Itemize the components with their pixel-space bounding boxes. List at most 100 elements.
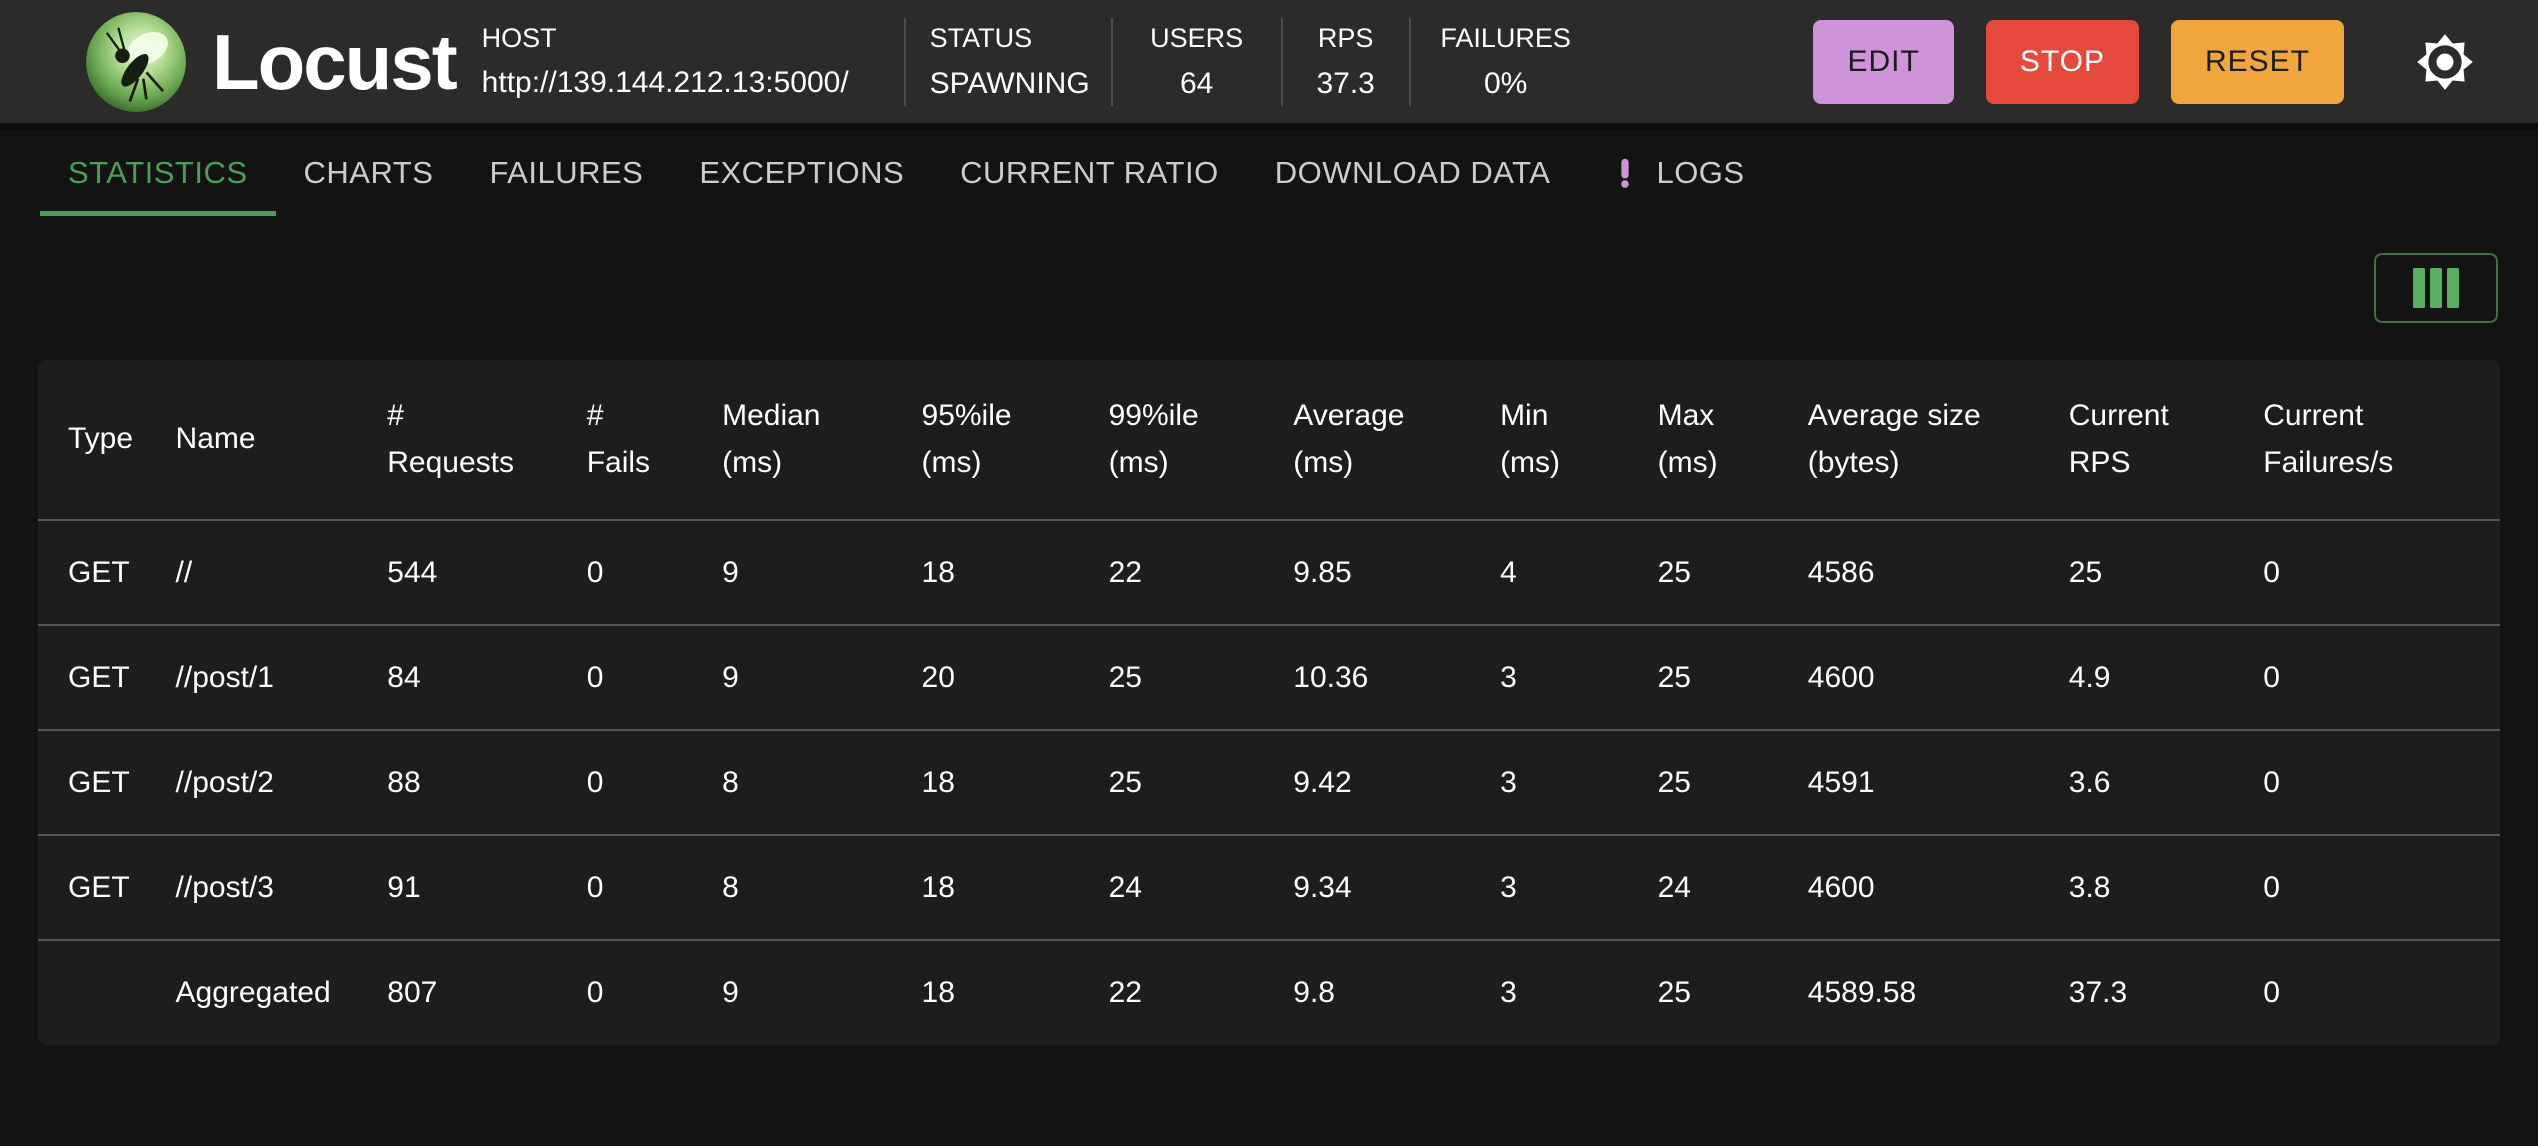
header-divider: [1408, 17, 1411, 106]
tab-exceptions[interactable]: EXCEPTIONS: [671, 130, 932, 216]
app-header: Locust HOST http://139.144.212.13:5000/ …: [0, 0, 2538, 130]
column-header-average-ms[interactable]: Average (ms): [1281, 360, 1488, 520]
tab-label: EXCEPTIONS: [699, 155, 905, 190]
tab-download-data[interactable]: DOWNLOAD DATA: [1247, 130, 1579, 216]
edit-button[interactable]: EDIT: [1813, 19, 1954, 104]
column-label-line1: 99%ile: [1108, 399, 1199, 432]
cell-r1-c5: 20: [909, 624, 1097, 730]
cell-r0-c4: 9: [710, 519, 910, 625]
table-header-row: Type Name # Requests # Fails Median (ms) 95%ile (…: [38, 360, 2500, 520]
column-label-line1: Min: [1500, 399, 1549, 432]
cell-r4-c1: Aggregated: [163, 939, 376, 1045]
tab-current-ratio[interactable]: CURRENT RATIO: [932, 130, 1247, 216]
tab-charts[interactable]: CHARTS: [276, 130, 462, 216]
cell-r0-c9: 25: [1645, 519, 1796, 625]
table-row: GET//post/1 84 0 9 20 25 10.36 3 25 4600 4.9 0: [38, 624, 2500, 730]
column-header-min-ms[interactable]: Min (ms): [1488, 360, 1646, 520]
column-header-99-ile-ms[interactable]: 99%ile (ms): [1097, 360, 1282, 520]
rps-indicator: RPS 37.3: [1283, 23, 1409, 101]
cell-r2-c6: 25: [1096, 729, 1282, 835]
host-info: HOST http://139.144.212.13:5000/: [482, 23, 902, 100]
column-selector-button[interactable]: [2374, 253, 2498, 323]
tab-label: DOWNLOAD DATA: [1274, 155, 1551, 190]
cell-r1-c12: 0: [2251, 624, 2500, 730]
column-label-line2: (ms): [722, 445, 783, 479]
status-value: SPAWNING: [929, 66, 1090, 100]
gear-icon: [2416, 33, 2474, 94]
users-label: USERS: [1150, 22, 1244, 53]
status-label: STATUS: [929, 22, 1033, 53]
column-label-line1: Median: [722, 399, 821, 432]
column-header-current-rps[interactable]: Current RPS: [2057, 360, 2251, 520]
column-label-line1: Current: [2263, 399, 2364, 432]
table-row: GET//post/2 88 0 8 18 25 9.42 3 25 4591 3.6 0: [38, 729, 2500, 835]
column-header-requests[interactable]: # Requests: [375, 360, 574, 520]
cell-r3-c7: 9.34: [1281, 834, 1489, 940]
cell-r4-c5: 18: [909, 939, 1097, 1045]
column-header-max-ms[interactable]: Max (ms): [1646, 360, 1796, 520]
column-label-line1: Max: [1657, 399, 1715, 432]
cell-r0-c12: 0: [2251, 519, 2500, 625]
column-header-95-ile-ms[interactable]: 95%ile (ms): [910, 360, 1097, 520]
cell-r4-c10: 4589.58: [1795, 939, 2057, 1045]
tab-logs[interactable]: LOGS: [1578, 130, 1772, 216]
failures-label: FAILURES: [1440, 22, 1571, 53]
cell-r3-c3: 0: [574, 834, 711, 940]
cell-r3-c8: 3: [1488, 834, 1646, 940]
cell-r4-c8: 3: [1488, 939, 1646, 1045]
failures-value: 0%: [1483, 66, 1528, 100]
cell-r1-c4: 9: [710, 624, 910, 730]
rps-label: RPS: [1317, 22, 1374, 53]
cell-r0-c1: //: [163, 519, 376, 625]
header-divider: [903, 17, 906, 106]
column-header-fails[interactable]: # Fails: [575, 360, 710, 520]
column-label-line1: Average: [1293, 399, 1405, 432]
cell-r2-c5: 18: [909, 729, 1097, 835]
cell-r0-c3: 0: [574, 519, 711, 625]
header-divider: [1280, 17, 1283, 106]
exclamation-alert-icon: [1606, 154, 1644, 192]
settings-button[interactable]: [2416, 33, 2474, 91]
cell-r1-c11: 4.9: [2056, 624, 2252, 730]
column-header-name[interactable]: Name: [164, 360, 376, 520]
column-label-line2: Requests: [387, 445, 515, 479]
cell-r3-c10: 4600: [1795, 834, 2057, 940]
cell-r1-c8: 3: [1488, 624, 1646, 730]
cell-r0-c6: 22: [1096, 519, 1282, 625]
column-label-line1: 95%ile: [921, 399, 1012, 432]
cell-r4-c11: 37.3: [2056, 939, 2252, 1045]
cell-r2-c1: //post/2: [163, 729, 376, 835]
cell-r1-c3: 0: [574, 624, 711, 730]
column-header-average-size-bytes[interactable]: Average size (bytes): [1796, 360, 2057, 520]
tab-statistics[interactable]: STATISTICS: [40, 130, 276, 216]
cell-r2-c2: 88: [375, 729, 575, 835]
column-label-line2: (ms): [921, 445, 982, 479]
reset-button[interactable]: RESET: [2170, 19, 2344, 104]
column-label-line1: Type: [68, 422, 134, 456]
main-tabs: STATISTICS CHARTS FAILURES EXCEPTIONS CU…: [0, 130, 2538, 216]
cell-r3-c9: 24: [1645, 834, 1796, 940]
cell-r0-c10: 4586: [1795, 519, 2057, 625]
tab-failures[interactable]: FAILURES: [461, 130, 671, 216]
column-label-line2: Fails: [586, 445, 651, 479]
view-columns-icon: [2413, 268, 2459, 308]
tab-label: LOGS: [1656, 155, 1745, 190]
tab-label: FAILURES: [489, 155, 644, 190]
column-header-type[interactable]: Type: [38, 360, 164, 520]
host-value: http://139.144.212.13:5000/: [481, 66, 849, 99]
cell-r0-c8: 4: [1488, 519, 1646, 625]
cell-r2-c10: 4591: [1795, 729, 2057, 835]
cell-r3-c11: 3.8: [2056, 834, 2252, 940]
column-header-current-failures-s[interactable]: Current Failures/s: [2251, 360, 2500, 520]
cell-r4-c2: 807: [375, 939, 575, 1045]
cell-r2-c7: 9.42: [1281, 729, 1489, 835]
column-label-line1: Current: [2068, 399, 2169, 432]
cell-r4-c9: 25: [1645, 939, 1796, 1045]
cell-r3-c5: 18: [909, 834, 1097, 940]
column-header-median-ms[interactable]: Median (ms): [710, 360, 909, 520]
cell-r0-c2: 544: [375, 519, 575, 625]
stop-button[interactable]: STOP: [1985, 19, 2139, 104]
column-label-line2: (ms): [1657, 445, 1718, 479]
cell-r1-c6: 25: [1096, 624, 1282, 730]
cell-r3-c0: GET: [38, 834, 164, 940]
